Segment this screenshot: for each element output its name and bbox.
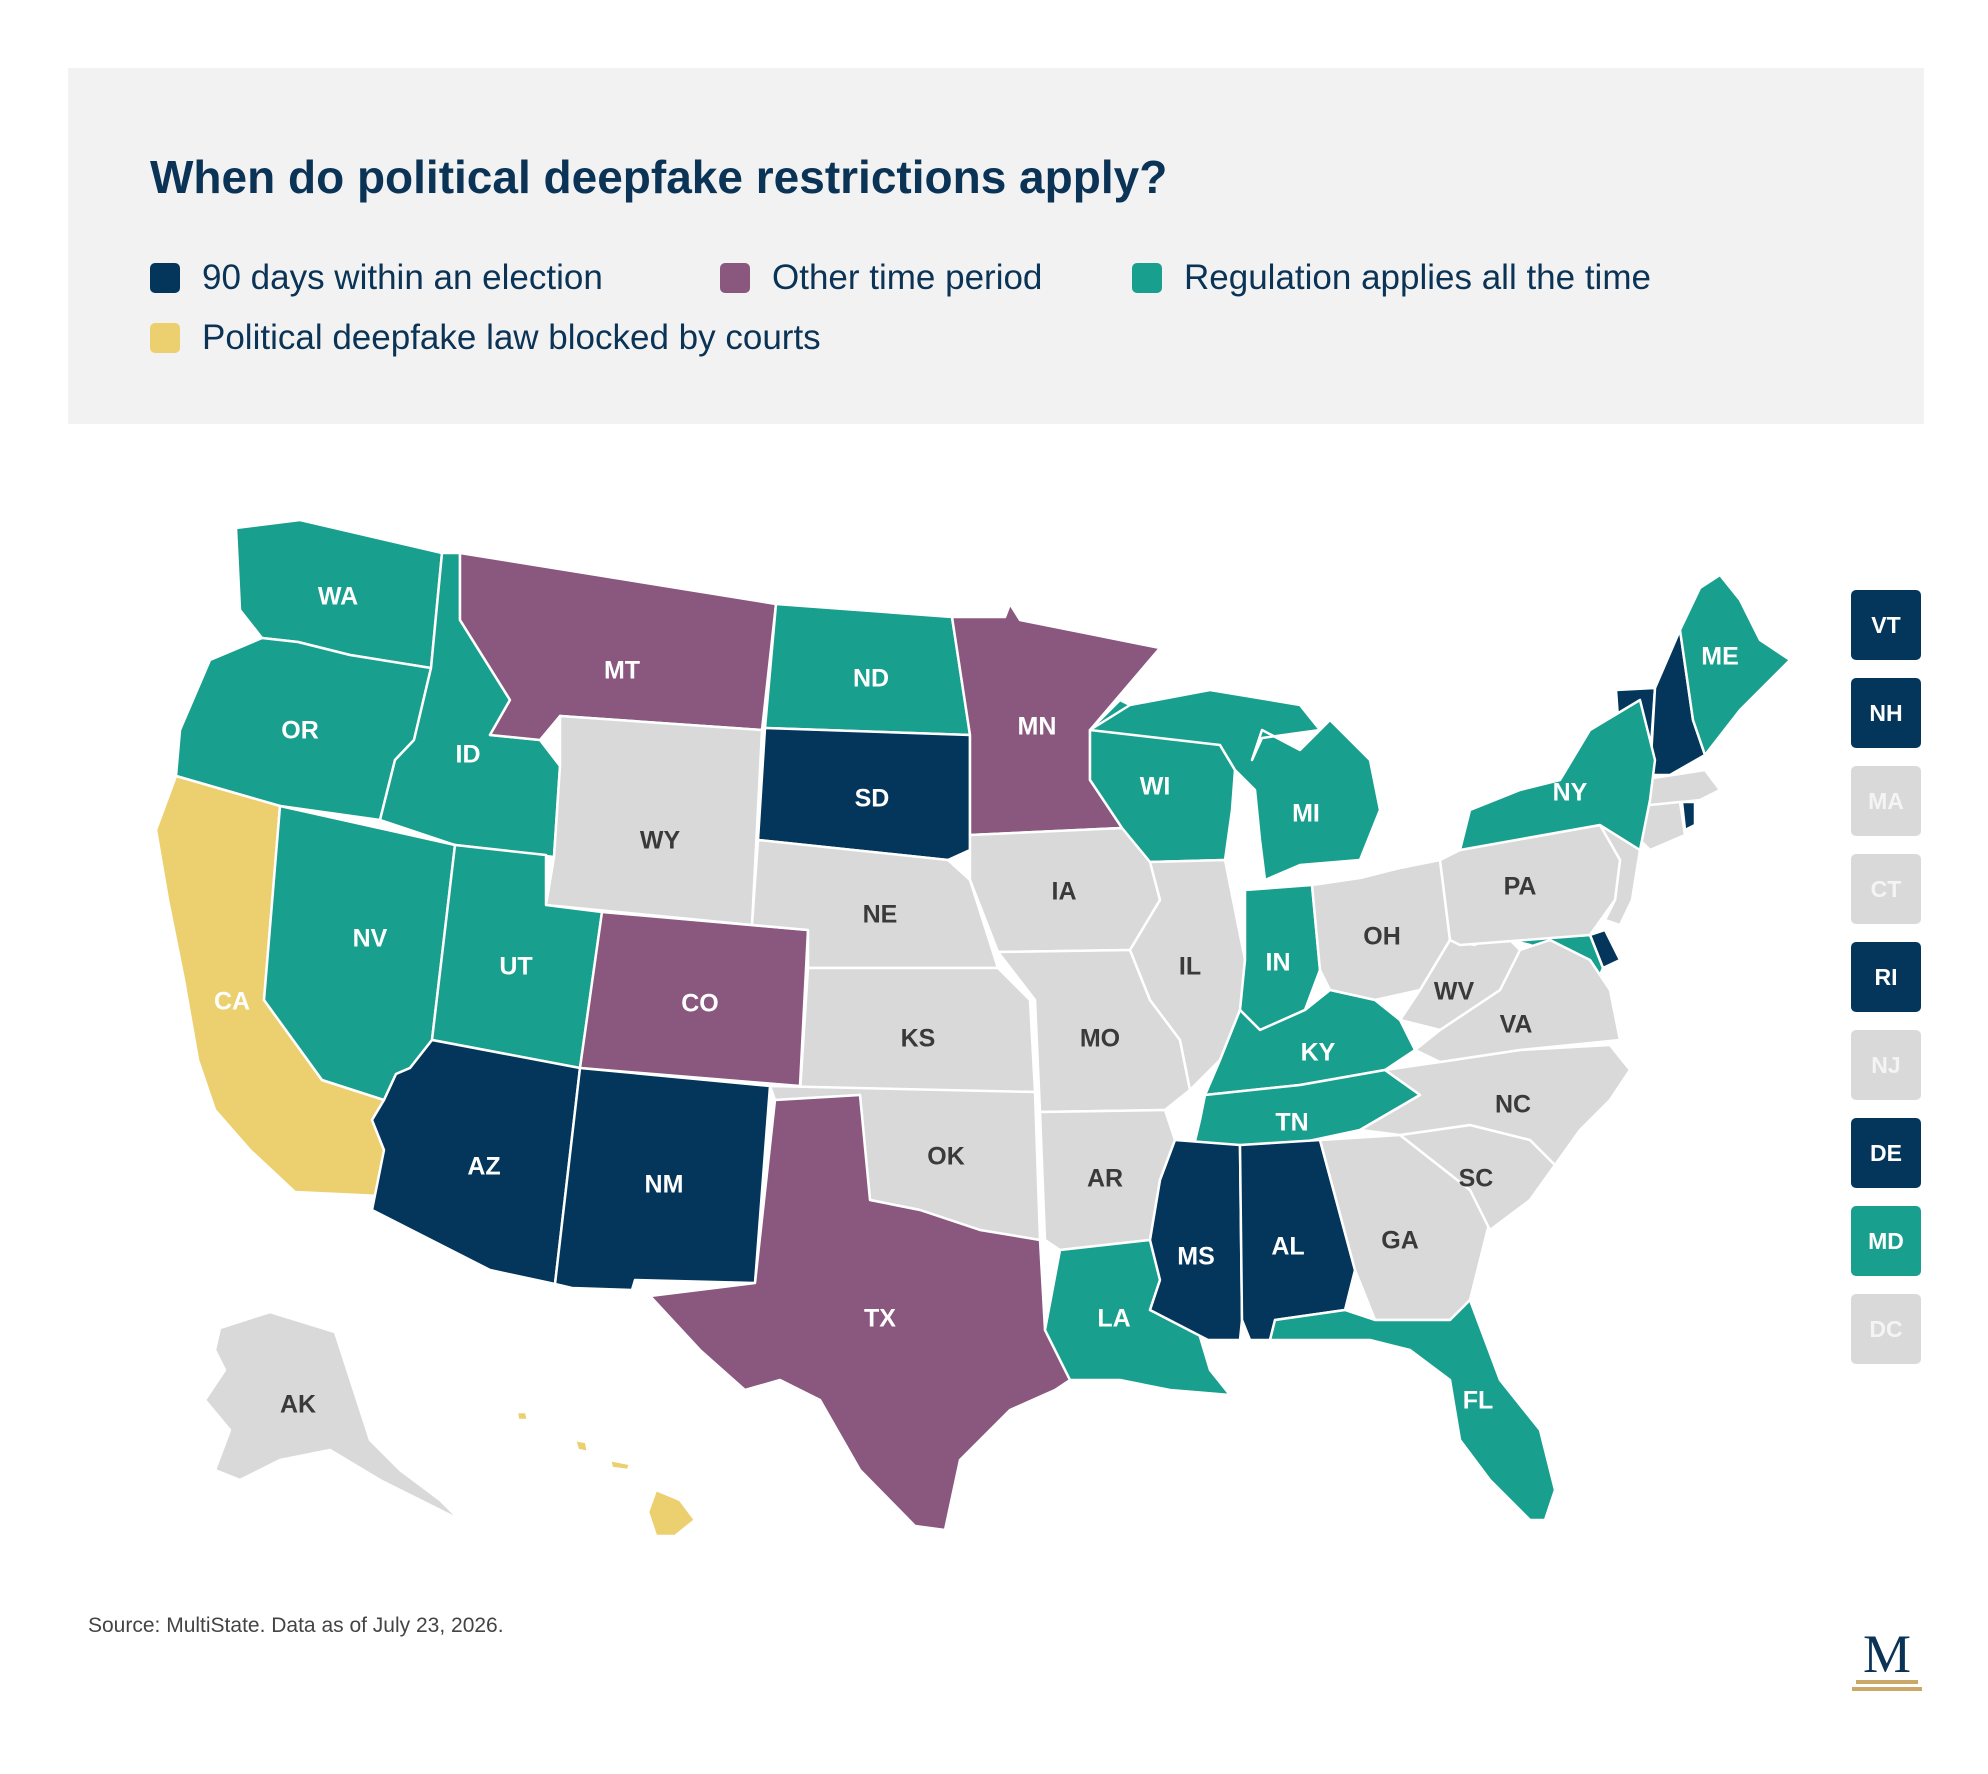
state-sd[interactable] — [756, 726, 972, 862]
state-fl[interactable] — [1268, 1298, 1557, 1522]
state-label-hi: HI — [628, 1477, 653, 1505]
state-label-nc: NC — [1495, 1091, 1531, 1119]
state-il[interactable] — [1128, 858, 1247, 1092]
state-tx[interactable] — [648, 1093, 1072, 1532]
state-label-tx: TX — [864, 1305, 896, 1333]
hi-island-2 — [573, 1438, 590, 1454]
state-label-ok: OK — [927, 1143, 965, 1171]
legend-label-blocked: Political deepfake law blocked by courts — [202, 318, 821, 357]
logo-letter: M — [1863, 1628, 1911, 1684]
state-label-wy: WY — [640, 827, 681, 855]
state-nm[interactable] — [553, 1066, 772, 1292]
state-label-mo: MO — [1080, 1025, 1120, 1053]
state-label-sc: SC — [1459, 1165, 1494, 1193]
small-state-box-de[interactable]: DE — [1851, 1118, 1921, 1188]
state-label-ia: IA — [1052, 878, 1077, 906]
small-state-box-ri[interactable]: RI — [1851, 942, 1921, 1012]
legend-swatch-election90 — [150, 263, 180, 293]
legend-item-always: Regulation applies all the time — [1132, 258, 1651, 298]
legend-swatch-always — [1132, 263, 1162, 293]
state-mt[interactable] — [458, 551, 778, 742]
state-label-mn: MN — [1018, 713, 1057, 741]
state-label-nd: ND — [853, 665, 889, 693]
source-note: Source: MultiState. Data as of July 23, … — [88, 1614, 504, 1637]
state-label-mt: MT — [604, 657, 640, 685]
state-label-sd: SD — [855, 785, 890, 813]
small-state-box-dc[interactable]: DC — [1851, 1294, 1921, 1364]
small-state-box-ct[interactable]: CT — [1851, 854, 1921, 924]
state-label-va: VA — [1500, 1011, 1533, 1039]
legend-item-election90: 90 days within an election — [150, 258, 603, 298]
ri-shape — [1680, 800, 1697, 832]
state-label-id: ID — [456, 741, 481, 769]
logo-bar-bottom — [1852, 1687, 1922, 1691]
state-hi[interactable] — [646, 1488, 697, 1538]
hi-island-3 — [608, 1458, 632, 1472]
logo-bar-top — [1856, 1680, 1918, 1684]
multistate-logo: M — [1852, 1628, 1922, 1691]
state-label-nm: NM — [645, 1171, 684, 1199]
state-label-ky: KY — [1301, 1039, 1336, 1067]
state-ny[interactable] — [1458, 698, 1657, 852]
state-label-in: IN — [1266, 949, 1291, 977]
state-label-wv: WV — [1434, 978, 1475, 1006]
state-label-il: IL — [1179, 953, 1201, 981]
small-state-box-md[interactable]: MD — [1851, 1206, 1921, 1276]
state-label-la: LA — [1097, 1305, 1130, 1333]
legend-swatch-other — [720, 263, 750, 293]
state-ak[interactable] — [203, 1310, 462, 1522]
state-label-pa: PA — [1504, 873, 1537, 901]
state-label-mi: MI — [1292, 800, 1320, 828]
state-label-oh: OH — [1363, 923, 1401, 951]
state-label-ga: GA — [1381, 1227, 1419, 1255]
state-label-or: OR — [281, 717, 319, 745]
legend-label-other: Other time period — [772, 258, 1043, 297]
state-label-wa: WA — [318, 583, 358, 611]
legend-label-always: Regulation applies all the time — [1184, 258, 1651, 297]
state-me[interactable] — [1678, 573, 1792, 757]
chart-title: When do political deepfake restrictions … — [150, 151, 1168, 203]
small-state-box-nh[interactable]: NH — [1851, 678, 1921, 748]
state-ms[interactable] — [1148, 1138, 1244, 1342]
legend-item-blocked: Political deepfake law blocked by courts — [150, 318, 821, 358]
state-label-me: ME — [1701, 643, 1739, 671]
state-wy[interactable] — [544, 714, 764, 927]
state-ks[interactable] — [798, 966, 1037, 1094]
state-label-ak: AK — [280, 1391, 316, 1419]
header-panel — [68, 68, 1924, 424]
state-mi[interactable] — [1088, 688, 1382, 882]
state-label-fl: FL — [1463, 1387, 1494, 1415]
state-label-ut: UT — [499, 953, 532, 981]
state-label-nv: NV — [353, 925, 388, 953]
state-label-tn: TN — [1275, 1109, 1308, 1137]
hi-island-1 — [515, 1410, 530, 1422]
small-state-box-nj[interactable]: NJ — [1851, 1030, 1921, 1100]
state-label-al: AL — [1271, 1233, 1304, 1261]
state-label-co: CO — [681, 990, 719, 1018]
state-label-ks: KS — [901, 1025, 936, 1053]
state-label-ar: AR — [1087, 1165, 1123, 1193]
small-state-box-vt[interactable]: VT — [1851, 590, 1921, 660]
legend-item-other: Other time period — [720, 258, 1042, 298]
legend-swatch-blocked — [150, 323, 180, 353]
legend-label-election90: 90 days within an election — [202, 258, 603, 297]
small-state-box-ma[interactable]: MA — [1851, 766, 1921, 836]
state-label-wi: WI — [1140, 773, 1171, 801]
state-label-ny: NY — [1553, 779, 1588, 807]
state-label-ms: MS — [1177, 1243, 1215, 1271]
state-label-az: AZ — [467, 1153, 500, 1181]
state-label-ne: NE — [863, 901, 898, 929]
state-label-ca: CA — [214, 988, 250, 1016]
